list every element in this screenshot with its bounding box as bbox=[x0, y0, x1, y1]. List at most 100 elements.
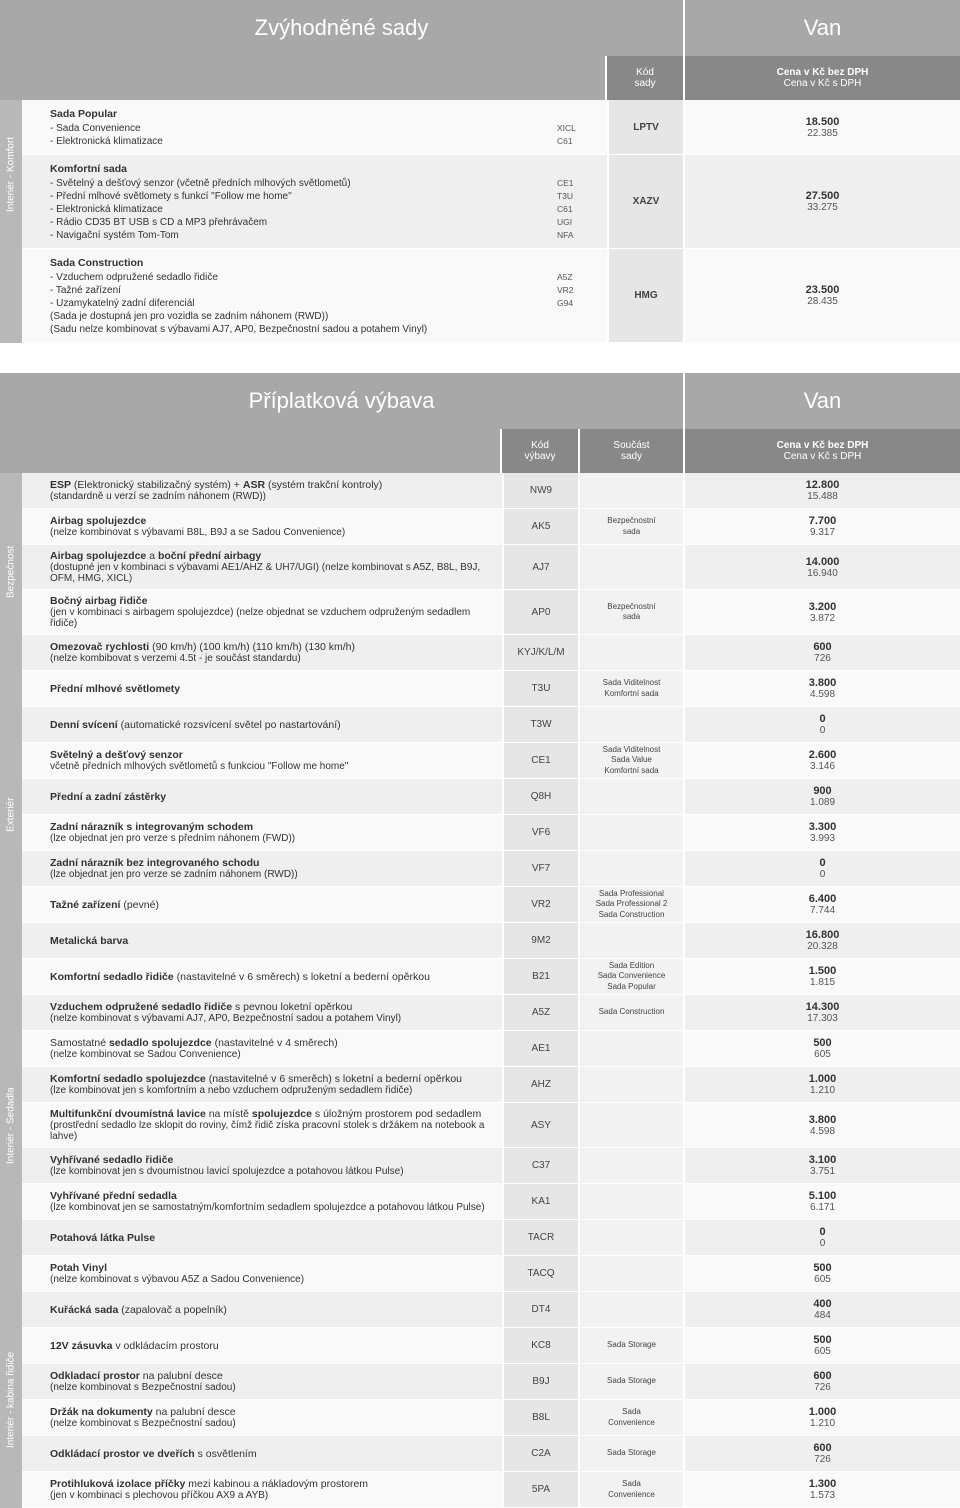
group-line-code: C61 bbox=[557, 136, 597, 147]
section-tab: Interiér - kabina řidiče bbox=[0, 1292, 22, 1508]
row-part: Bezpečnostnísada bbox=[580, 509, 685, 544]
row-price: 3.2003.872 bbox=[685, 590, 960, 634]
row-price: 00 bbox=[685, 851, 960, 886]
row-text: Vyhřívané sedadlo řidiče(lze kombinovat … bbox=[22, 1148, 502, 1183]
row-part: Bezpečnostnísada bbox=[580, 590, 685, 634]
group-code: XAZV bbox=[607, 155, 685, 248]
row-text: Komfortní sedadlo řidiče (nastavitelné v… bbox=[22, 959, 502, 994]
row-price: 600726 bbox=[685, 1364, 960, 1399]
row-text: Airbag spolujezdce(nelze kombinovat s vý… bbox=[22, 509, 502, 544]
group-title: Komfortní sada bbox=[50, 161, 597, 177]
row-text: Komfortní sedadlo spolujezdce (nastavite… bbox=[22, 1067, 502, 1102]
row-part bbox=[580, 851, 685, 886]
group-line-code: A5Z bbox=[557, 272, 597, 283]
row-part bbox=[580, 1220, 685, 1255]
row-price: 1.3001.573 bbox=[685, 1472, 960, 1507]
group-title: Sada Construction bbox=[50, 255, 597, 271]
group-line-text: - Vzduchem odpružené sedadlo řidiče bbox=[50, 272, 557, 283]
row-part: SadaConvenience bbox=[580, 1400, 685, 1435]
row-text: Držák na dokumenty na palubní desce(nelz… bbox=[22, 1400, 502, 1435]
row-text: Přední a zadní zástěrky bbox=[22, 779, 502, 814]
section-tab: Interiér - Sedadla bbox=[0, 959, 22, 1292]
row-text: Metalická barva bbox=[22, 923, 502, 958]
section-tab: Bezpečnost bbox=[0, 473, 22, 671]
col-price: Cena v Kč bez DPHCena v Kč s DPH bbox=[685, 56, 960, 100]
table2-van: Van bbox=[685, 373, 960, 429]
row-price: 14.00016.940 bbox=[685, 545, 960, 589]
group-code: LPTV bbox=[607, 100, 685, 154]
row-code: A5Z bbox=[502, 995, 580, 1030]
group-line-code: NFA bbox=[557, 230, 597, 241]
section-tab: Exteriér bbox=[0, 671, 22, 959]
row-text: Omezovač rychlosti (90 km/h) (100 km/h) … bbox=[22, 635, 502, 670]
section-tab bbox=[0, 249, 22, 343]
row-code: VF6 bbox=[502, 815, 580, 850]
row-code: B21 bbox=[502, 959, 580, 994]
group-code: HMG bbox=[607, 249, 685, 342]
row-price: 1.5001.815 bbox=[685, 959, 960, 994]
col-price: Cena v Kč bez DPHCena v Kč s DPH bbox=[685, 429, 960, 473]
row-code: 5PA bbox=[502, 1472, 580, 1507]
row-price: 3.3003.993 bbox=[685, 815, 960, 850]
group-line-text: - Světelný a dešťový senzor (včetně před… bbox=[50, 178, 557, 189]
row-code: TACQ bbox=[502, 1256, 580, 1291]
group-line-code: C61 bbox=[557, 204, 597, 215]
row-code: KYJ/K/L/M bbox=[502, 635, 580, 670]
row-part: Sada Storage bbox=[580, 1364, 685, 1399]
col-part: Součástsady bbox=[580, 429, 685, 473]
row-price: 16.80020.328 bbox=[685, 923, 960, 958]
row-text: Airbag spolujezdce a boční přední airbag… bbox=[22, 545, 502, 589]
row-part: Sada Storage bbox=[580, 1328, 685, 1363]
row-price: 2.6003.146 bbox=[685, 743, 960, 778]
row-price: 400484 bbox=[685, 1292, 960, 1327]
row-text: ESP (Elektronický stabilizačný systém) +… bbox=[22, 473, 502, 508]
group-note: (Sada je dostupná jen pro vozidla se zad… bbox=[50, 310, 597, 323]
group-line-text: - Uzamykatelný zadní diferenciál bbox=[50, 298, 557, 309]
row-code: AJ7 bbox=[502, 545, 580, 589]
row-code: AP0 bbox=[502, 590, 580, 634]
row-text: Vzduchem odpružené sedadlo řidiče s pevn… bbox=[22, 995, 502, 1030]
row-code: ASY bbox=[502, 1103, 580, 1147]
group-price: 18.50022.385 bbox=[685, 100, 960, 154]
row-code: C2A bbox=[502, 1436, 580, 1471]
row-part bbox=[580, 635, 685, 670]
row-price: 500605 bbox=[685, 1256, 960, 1291]
row-part: Sada Construction bbox=[580, 995, 685, 1030]
row-price: 1.0001.210 bbox=[685, 1400, 960, 1435]
row-price: 3.8004.598 bbox=[685, 1103, 960, 1147]
group-note: (Sadu nelze kombinovat s výbavami AJ7, A… bbox=[50, 323, 597, 336]
group-line-code: VR2 bbox=[557, 285, 597, 296]
row-code: TACR bbox=[502, 1220, 580, 1255]
section-tab: Interiér - Komfort bbox=[0, 100, 22, 249]
row-price: 14.30017.303 bbox=[685, 995, 960, 1030]
row-part: Sada Storage bbox=[580, 1436, 685, 1471]
row-text: Protihluková izolace příčky mezi kabinou… bbox=[22, 1472, 502, 1507]
row-price: 12.80015.488 bbox=[685, 473, 960, 508]
row-text: Zadní nárazník s integrovaným schodem(lz… bbox=[22, 815, 502, 850]
row-part bbox=[580, 1103, 685, 1147]
row-code: DT4 bbox=[502, 1292, 580, 1327]
row-part bbox=[580, 815, 685, 850]
row-price: 5.1006.171 bbox=[685, 1184, 960, 1219]
row-text: Kuřácká sada (zapalovač a popelník) bbox=[22, 1292, 502, 1327]
group-line-text: - Elektronická klimatizace bbox=[50, 204, 557, 215]
row-price: 7.7009.317 bbox=[685, 509, 960, 544]
row-price: 00 bbox=[685, 707, 960, 742]
group-line-code: XICL bbox=[557, 123, 597, 134]
group-title: Sada Popular bbox=[50, 106, 597, 122]
row-code: KC8 bbox=[502, 1328, 580, 1363]
row-text: Zadní nárazník bez integrovaného schodu(… bbox=[22, 851, 502, 886]
row-price: 1.0001.210 bbox=[685, 1067, 960, 1102]
row-part bbox=[580, 779, 685, 814]
group-line-text: - Rádio CD35 BT USB s CD a MP3 přehrávač… bbox=[50, 217, 557, 228]
row-code: AHZ bbox=[502, 1067, 580, 1102]
row-text: Tažné zařízení (pevné) bbox=[22, 887, 502, 922]
col-code: Kódvýbavy bbox=[502, 429, 580, 473]
group-line-text: - Elektronická klimatizace bbox=[50, 136, 557, 147]
row-price: 600726 bbox=[685, 1436, 960, 1471]
row-text: Denní svícení (automatické rozsvícení sv… bbox=[22, 707, 502, 742]
group-line-code: T3U bbox=[557, 191, 597, 202]
row-price: 3.1003.751 bbox=[685, 1148, 960, 1183]
row-text: Potah Vinyl(nelze kombinovat s výbavou A… bbox=[22, 1256, 502, 1291]
group-line-text: - Tažné zařízení bbox=[50, 285, 557, 296]
